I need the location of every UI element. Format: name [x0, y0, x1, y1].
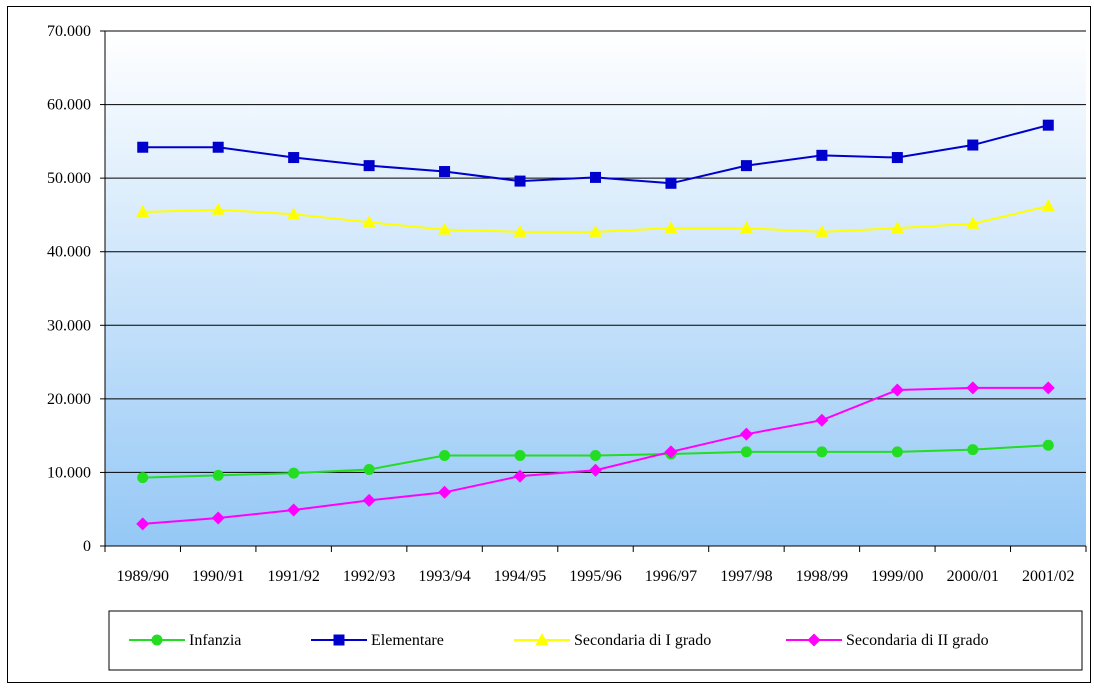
y-tick-label: 30.000: [47, 317, 91, 334]
x-tick-label: 1996/97: [645, 568, 697, 585]
data-point: [362, 215, 376, 228]
data-point: [891, 152, 903, 164]
x-tick-label: 2001/02: [1022, 568, 1074, 585]
legend-box: [108, 610, 1083, 671]
data-point: [1041, 199, 1055, 212]
data-point: [815, 413, 829, 427]
gridlines: [105, 30, 1086, 473]
y-tick-label: 40.000: [47, 244, 91, 261]
x-tick-label: 1997/98: [720, 568, 772, 585]
data-point: [514, 450, 526, 462]
data-point: [513, 224, 527, 237]
data-point: [740, 160, 752, 172]
data-point: [211, 202, 225, 215]
series-elementare: [137, 119, 1054, 189]
data-point: [890, 383, 904, 397]
data-point: [740, 446, 752, 458]
data-point: [891, 446, 903, 458]
legend-marker: [151, 634, 163, 646]
data-point: [739, 221, 753, 234]
data-point: [438, 222, 452, 235]
data-point: [287, 207, 301, 220]
data-point: [664, 445, 678, 459]
data-point: [890, 221, 904, 234]
data-point: [212, 469, 224, 481]
series-secondaria-di-i-grado: [136, 199, 1055, 237]
x-tick-label: 2000/01: [947, 568, 999, 585]
y-tick-label: 60.000: [47, 97, 91, 114]
data-point: [966, 216, 980, 229]
data-point: [211, 511, 225, 525]
y-tick-label: 0: [83, 538, 91, 555]
y-axis-labels: 0 10.000 20.000 30.000 40.000 50.000 60.000 70.…: [47, 23, 91, 555]
data-point: [816, 446, 828, 458]
legend: Infanzia Elementare Secondaria di I grado S…: [108, 610, 1083, 671]
data-point: [288, 152, 300, 164]
x-axis-labels: 1989/90 1990/91 1991/92 1992/93 1993/94 1994/…: [117, 568, 1075, 585]
y-tick-label: 70.000: [47, 23, 91, 40]
data-point: [590, 450, 601, 462]
x-tick-label: 1998/99: [796, 568, 848, 585]
x-tick-label: 1990/91: [192, 568, 244, 585]
data-point: [816, 149, 828, 161]
y-tick-label: 20.000: [47, 391, 91, 408]
data-point: [590, 171, 601, 183]
x-tick-label: 1989/90: [117, 568, 169, 585]
x-tick-label: 1993/94: [418, 568, 470, 585]
data-point: [664, 221, 678, 234]
data-point: [1042, 439, 1054, 451]
data-point: [966, 381, 980, 395]
legend-marker: [535, 633, 549, 645]
data-point: [136, 204, 150, 217]
y-tick-label: 50.000: [47, 170, 91, 187]
data-point: [287, 503, 301, 517]
data-point: [136, 517, 150, 531]
data-point: [137, 141, 149, 153]
data-point: [967, 444, 979, 456]
legend-marker: [333, 634, 345, 646]
data-point: [439, 450, 451, 462]
axes: [100, 30, 1087, 552]
series-infanzia: [137, 439, 1054, 484]
data-point: [1042, 119, 1054, 131]
legend-label: Infanzia: [189, 632, 241, 649]
data-point: [137, 472, 149, 484]
data-point: [438, 485, 452, 499]
data-point: [363, 160, 375, 172]
data-point: [363, 463, 375, 475]
legend-label: Elementare: [371, 632, 444, 649]
legend-label: Secondaria di I grado: [574, 632, 711, 649]
y-tick-label: 10.000: [47, 464, 91, 481]
data-point: [589, 463, 602, 477]
data-point: [589, 224, 602, 237]
data-point: [967, 139, 979, 151]
series-secondaria-di-ii-grado: [136, 381, 1055, 531]
data-point: [439, 166, 451, 178]
data-point: [288, 467, 300, 479]
data-point: [815, 224, 829, 237]
x-tick-label: 1999/00: [871, 568, 923, 585]
data-point: [739, 427, 753, 441]
x-tick-label: 1992/93: [343, 568, 395, 585]
data-point: [212, 141, 224, 153]
data-point: [665, 177, 677, 189]
legend-label: Secondaria di II grado: [846, 632, 989, 649]
series-group: [136, 119, 1055, 531]
data-point: [1041, 381, 1055, 395]
data-point: [514, 175, 526, 187]
x-tick-label: 1995/96: [569, 568, 621, 585]
legend-marker: [807, 633, 821, 647]
x-tick-label: 1994/95: [494, 568, 546, 585]
x-tick-label: 1991/92: [267, 568, 319, 585]
data-point: [362, 493, 376, 507]
data-point: [513, 469, 527, 483]
